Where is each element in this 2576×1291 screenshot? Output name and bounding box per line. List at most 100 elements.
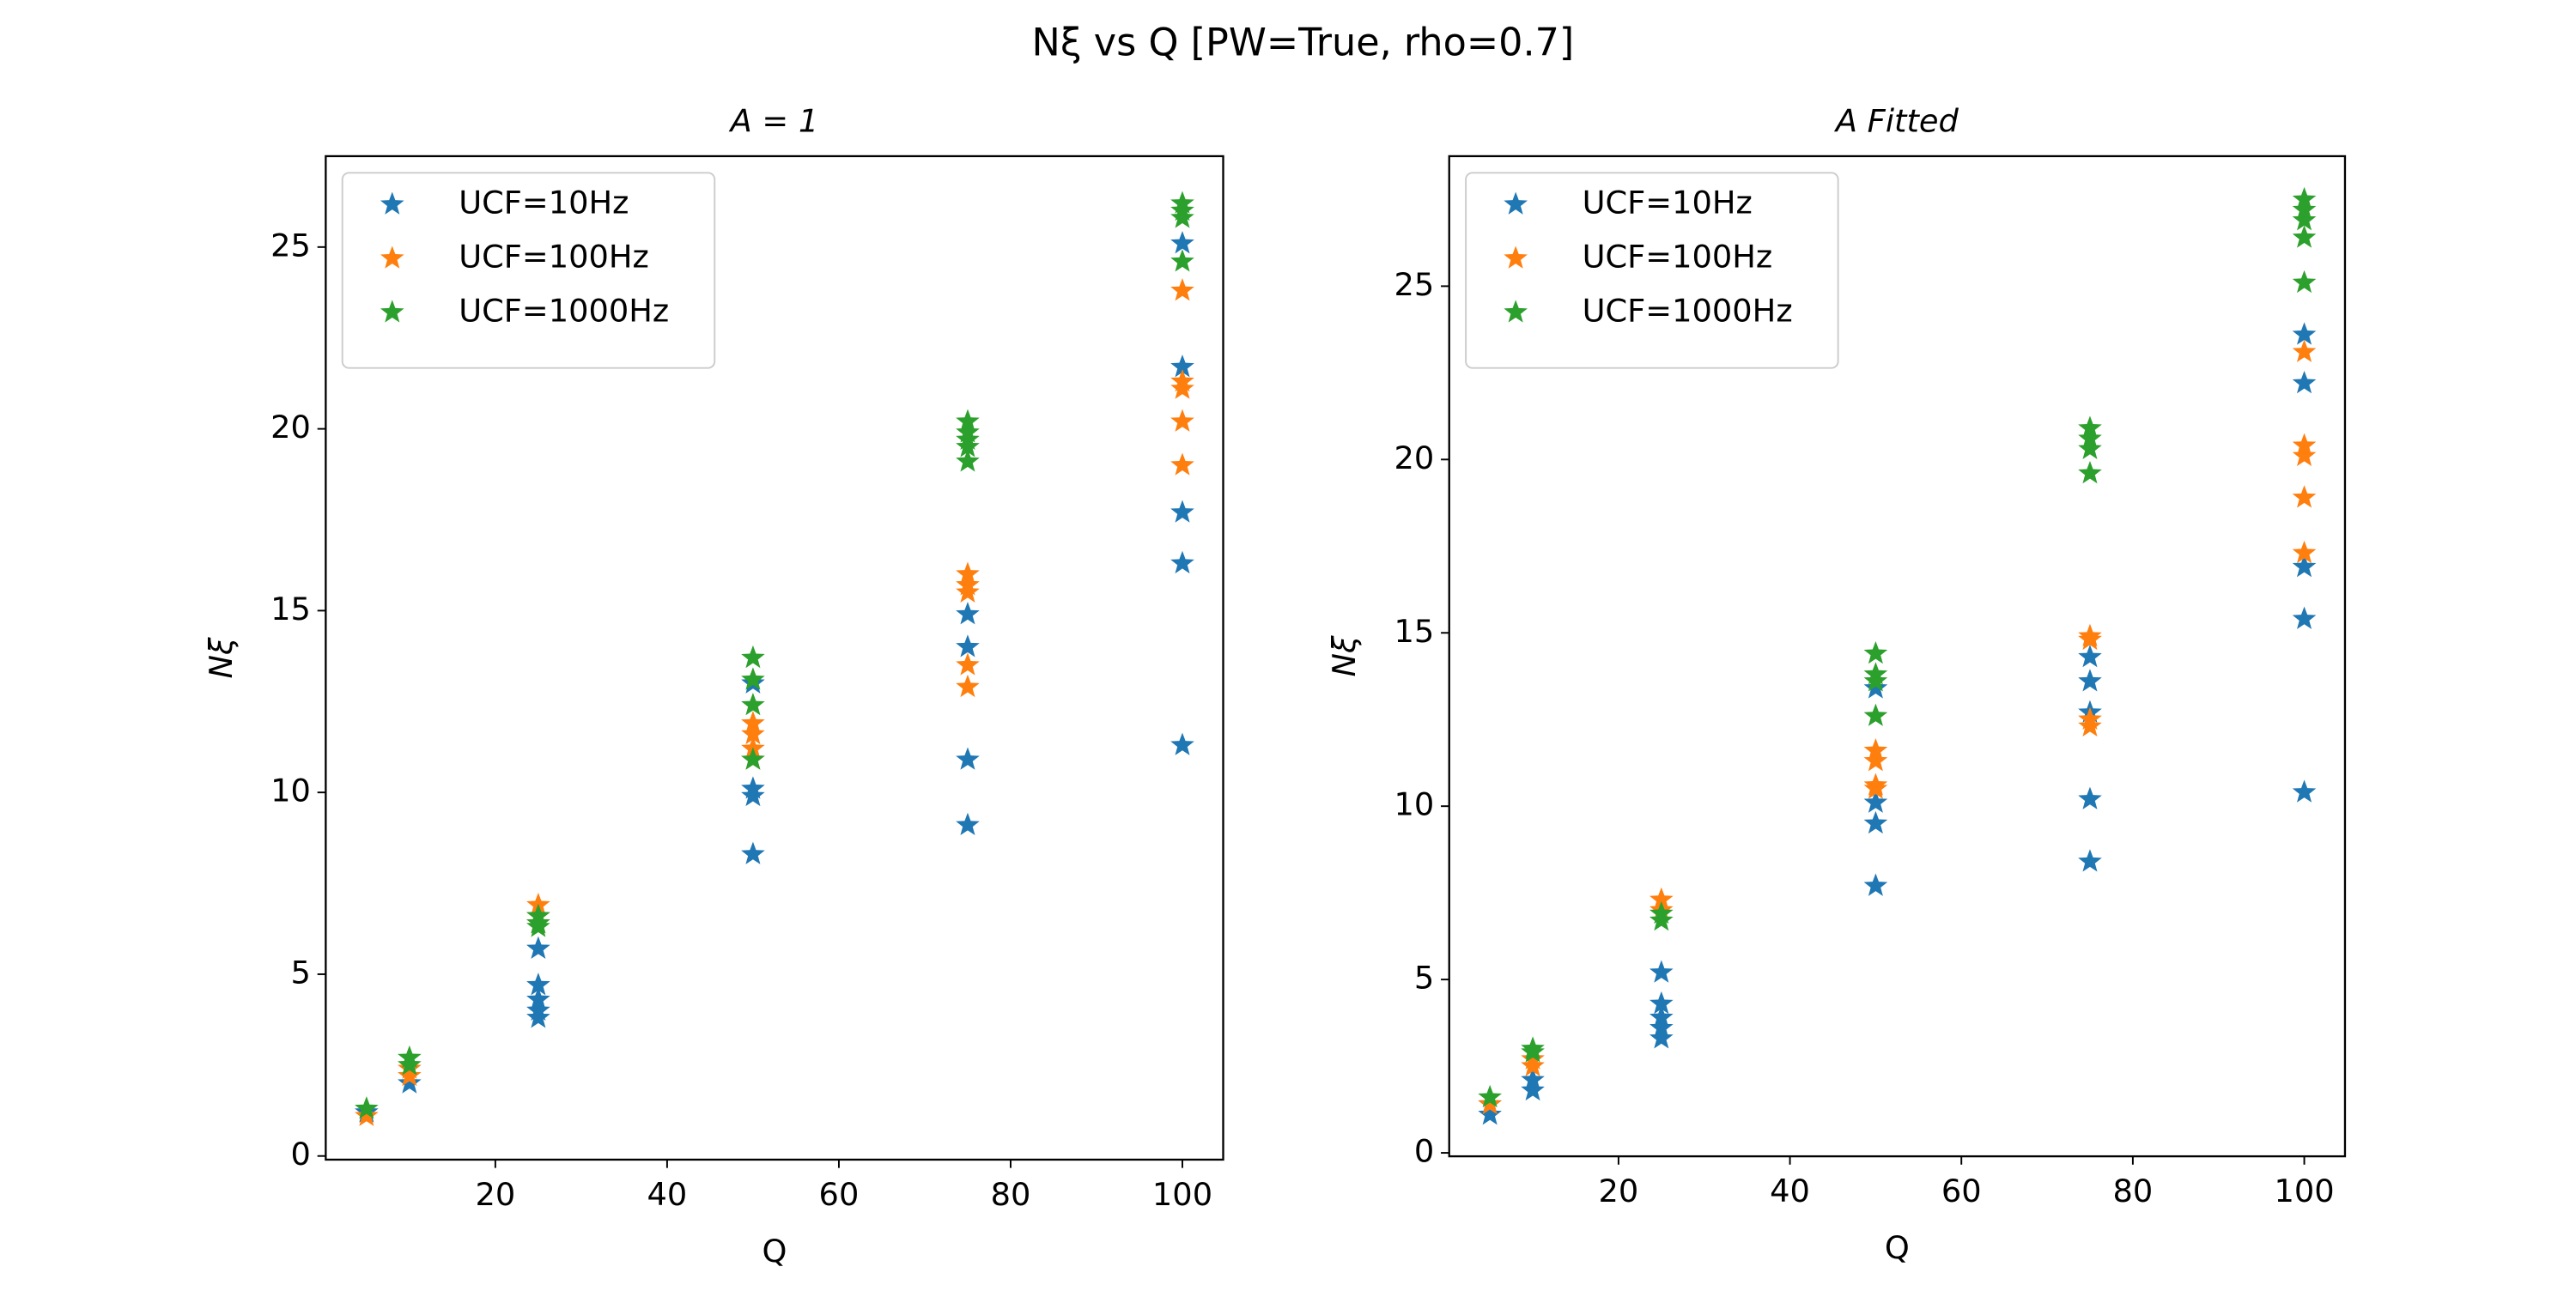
point — [741, 667, 765, 690]
axes-title: A Fitted — [1834, 103, 1959, 140]
point — [1521, 1077, 1545, 1101]
point — [526, 973, 550, 996]
point — [398, 1070, 422, 1094]
axes-title: A = 1 — [729, 103, 819, 140]
point — [1649, 907, 1674, 931]
x-tick-label: 100 — [1152, 1176, 1212, 1213]
point — [2292, 339, 2317, 362]
x-tick-label: 60 — [1941, 1173, 1982, 1209]
y-tick-label: 15 — [270, 591, 311, 627]
point — [956, 674, 980, 698]
y-tick-label: 5 — [1414, 960, 1434, 997]
legend-label: UCF=100Hz — [459, 238, 649, 275]
y-tick-label: 15 — [1394, 613, 1435, 650]
point — [1521, 1067, 1545, 1090]
x-tick-label: 20 — [475, 1176, 515, 1213]
point — [2078, 645, 2102, 668]
x-tick-label: 40 — [1770, 1173, 1810, 1209]
point — [741, 747, 765, 770]
point — [1170, 550, 1194, 574]
point — [1521, 1039, 1545, 1063]
point — [1170, 278, 1194, 301]
x-tick-label: 60 — [819, 1176, 860, 1213]
y-tick-label: 0 — [291, 1136, 311, 1173]
point — [956, 747, 980, 770]
point — [956, 634, 980, 658]
legend-marker — [1504, 300, 1528, 323]
point — [355, 1096, 379, 1119]
legend-label: UCF=1000Hz — [459, 292, 669, 329]
point — [2292, 370, 2317, 394]
point — [1863, 676, 1888, 699]
point — [1863, 703, 1888, 726]
point — [1170, 249, 1194, 272]
point — [2078, 627, 2102, 651]
point — [1170, 452, 1194, 476]
point — [355, 1103, 379, 1126]
point — [1170, 355, 1194, 378]
y-tick-label: 0 — [1414, 1133, 1434, 1170]
point — [526, 1005, 550, 1028]
y-tick-label: 20 — [1394, 439, 1435, 476]
point — [1863, 749, 1888, 772]
point — [2292, 270, 2317, 294]
y-tick-label: 10 — [270, 773, 311, 809]
legend-box — [1465, 172, 1839, 369]
x-axis-label: Q — [762, 1233, 787, 1270]
y-tick-label: 10 — [1394, 786, 1435, 823]
legend-marker — [380, 300, 404, 323]
y-axis-label: Nξ — [203, 637, 240, 679]
point — [956, 812, 980, 836]
point — [956, 602, 980, 625]
point — [1170, 205, 1194, 228]
point — [956, 579, 980, 603]
point — [956, 652, 980, 676]
point — [741, 693, 765, 716]
point — [2292, 606, 2317, 629]
point — [2292, 485, 2317, 508]
legend-marker — [380, 245, 404, 269]
y-tick-label: 25 — [270, 227, 311, 264]
point — [2078, 669, 2102, 692]
point — [1649, 1026, 1674, 1049]
point — [1478, 1084, 1502, 1108]
x-axis-label: Q — [1885, 1229, 1910, 1266]
point — [2292, 443, 2317, 467]
point — [2078, 786, 2102, 809]
point — [741, 721, 765, 745]
point — [2292, 208, 2317, 231]
legend-label: UCF=10Hz — [1583, 185, 1753, 221]
legend-label: UCF=1000Hz — [1583, 292, 1793, 329]
legend-box — [341, 172, 716, 369]
point — [741, 841, 765, 864]
point — [1649, 960, 1674, 983]
legend-marker — [1504, 245, 1528, 269]
legend-marker — [380, 191, 404, 215]
point — [2292, 555, 2317, 578]
point — [2078, 849, 2102, 872]
point — [1478, 1092, 1502, 1115]
point — [2078, 436, 2102, 459]
x-tick-label: 40 — [647, 1176, 688, 1213]
point — [956, 449, 980, 472]
point — [1863, 669, 1888, 692]
point — [1170, 231, 1194, 254]
point — [1863, 790, 1888, 813]
point — [398, 1064, 422, 1087]
point — [1170, 376, 1194, 399]
point — [2292, 322, 2317, 345]
point — [1170, 732, 1194, 755]
point — [398, 1052, 422, 1076]
y-axis-label: Nξ — [1326, 635, 1363, 677]
figure-title: Nξ vs Q [PW=True, rho=0.7] — [1032, 21, 1575, 64]
point — [526, 914, 550, 937]
x-tick-label: 100 — [2274, 1173, 2334, 1209]
point — [1863, 810, 1888, 834]
point — [1649, 991, 1674, 1015]
point — [1170, 500, 1194, 523]
point — [526, 936, 550, 960]
legend-label: UCF=100Hz — [1583, 238, 1773, 275]
x-tick-label: 20 — [1599, 1173, 1639, 1209]
point — [2078, 713, 2102, 737]
